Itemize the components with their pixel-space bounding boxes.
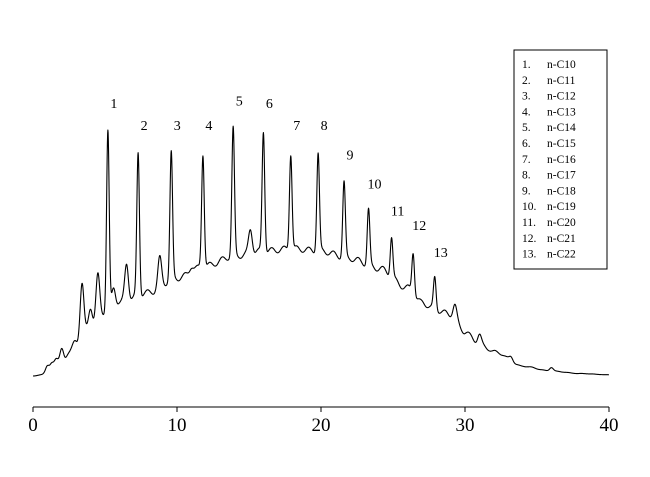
x-tick-label-10: 10 xyxy=(168,415,187,436)
legend-number: 13. xyxy=(522,249,537,261)
peak-label-3: 3 xyxy=(174,119,181,134)
legend-number: 4. xyxy=(522,106,531,118)
chromatogram-trace xyxy=(32,125,610,377)
peak-label-10: 10 xyxy=(368,177,382,192)
legend-number: 8. xyxy=(522,170,531,182)
peak-label-2: 2 xyxy=(141,119,148,134)
peak-label-6: 6 xyxy=(266,97,273,112)
legend-entry-n-C11: n-C11 xyxy=(547,75,576,87)
legend-entry-n-C10: n-C10 xyxy=(547,59,576,71)
peak-label-8: 8 xyxy=(321,119,328,134)
legend-number: 1. xyxy=(522,59,531,71)
legend-number: 5. xyxy=(522,122,531,134)
legend-number: 3. xyxy=(522,91,531,103)
peak-label-9: 9 xyxy=(347,148,354,163)
legend-entry-n-C12: n-C12 xyxy=(547,91,576,103)
x-tick-label-0: 0 xyxy=(28,415,38,436)
legend-number: 10. xyxy=(522,201,537,213)
peak-label-4: 4 xyxy=(205,119,212,134)
legend-number: 12. xyxy=(522,233,537,245)
legend: 1. n-C10 2. n-C11 3. n-C12 4. n-C13 5. n-C14 6. n-C… xyxy=(513,49,608,270)
legend-entry-n-C14: n-C14 xyxy=(547,122,576,134)
legend-number: 9. xyxy=(522,185,531,197)
peak-label-13: 13 xyxy=(434,246,448,261)
legend-number: 6. xyxy=(522,138,531,150)
legend-number: 2. xyxy=(522,75,531,87)
legend-entry-n-C16: n-C16 xyxy=(547,154,576,166)
peak-label-12: 12 xyxy=(412,219,426,234)
peak-label-1: 1 xyxy=(110,97,117,112)
x-ticks: 0 10 20 30 40 xyxy=(28,407,619,436)
legend-entry-n-C17: n-C17 xyxy=(547,170,576,182)
x-axis: 0 10 20 30 40 xyxy=(28,406,619,436)
peak-label-7: 7 xyxy=(293,119,300,134)
legend-number: 7. xyxy=(522,154,531,166)
legend-entry-n-C13: n-C13 xyxy=(547,106,576,118)
legend-number: 11. xyxy=(522,217,536,229)
legend-entry-n-C19: n-C19 xyxy=(547,201,576,213)
legend-box xyxy=(513,49,608,270)
peak-label-5: 5 xyxy=(236,95,243,110)
x-tick-label-40: 40 xyxy=(600,415,619,436)
x-tick-label-30: 30 xyxy=(456,415,475,436)
peak-label-11: 11 xyxy=(391,204,404,219)
legend-entry-n-C22: n-C22 xyxy=(547,249,576,261)
legend-items: 1. n-C10 2. n-C11 3. n-C12 4. n-C13 5. n-C14 6. n-C… xyxy=(522,59,576,261)
legend-entry-n-C20: n-C20 xyxy=(547,217,576,229)
x-tick-label-20: 20 xyxy=(312,415,331,436)
legend-entry-n-C15: n-C15 xyxy=(547,138,576,150)
legend-entry-n-C21: n-C21 xyxy=(547,233,576,245)
legend-entry-n-C18: n-C18 xyxy=(547,185,576,197)
